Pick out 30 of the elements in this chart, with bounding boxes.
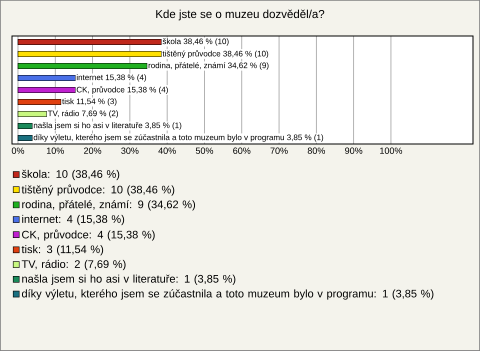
data-label: škola 38,46 % (10) <box>162 38 229 46</box>
x-tick-label: 100% <box>380 148 402 154</box>
x-tick-label: 70% <box>270 148 288 154</box>
x-tick-label: 0% <box>12 148 24 154</box>
x-tick-label: 60% <box>233 148 250 154</box>
data-label: tisk 11,54 % (3) <box>62 98 116 106</box>
x-tick-label: 10% <box>46 148 64 154</box>
legend-label: díky výletu, kterého jsem se zúčastnila a toto muzeum bylo v programu: 1 (3,85 %) <box>22 289 434 300</box>
data-label: internet 15,38 % (4) <box>76 74 146 82</box>
x-tick-label: 20% <box>84 148 102 154</box>
x-tick-label: 50% <box>196 148 214 154</box>
data-label: TV, rádio 7,69 % (2) <box>48 110 118 118</box>
legend-label: škola: 10 (38,46 %) <box>22 170 120 180</box>
data-label: díky výletu, kterého jsem se zúčastnila a toto muzeum bylo v programu 3,85 % (1) <box>34 134 324 142</box>
data-label: rodina, přátelé, známí 34,62 % (9) <box>148 62 269 70</box>
x-tick-label: 90% <box>345 148 362 154</box>
legend-label: tisk: 3 (11,54 %) <box>22 245 104 256</box>
x-tick-label: 80% <box>308 148 326 154</box>
x-tick-label: 40% <box>158 148 176 154</box>
data-label: tištěný průvodce 38,46 % (10) <box>162 50 268 58</box>
data-label: našla jsem si ho asi v literatuře 3,85 % (1) <box>34 122 182 130</box>
legend-label: rodina, přátelé, známí: 9 (34,62 %) <box>22 200 196 210</box>
legend-label: CK, průvodce: 4 (15,38 %) <box>22 230 155 241</box>
x-tick-label: 30% <box>121 148 139 154</box>
legend-label: internet: 4 (15,38 %) <box>22 214 124 226</box>
chart-title: Kde jste se o muzeu dozvěděl/a? <box>156 10 324 20</box>
legend-label: tištěný průvodce: 10 (38,46 %) <box>22 184 174 196</box>
legend-label: našla jsem si ho asi v literatuře: 1 (3,85 %) <box>22 274 236 285</box>
data-label: CK, průvodce 15,38 % (4) <box>76 86 168 94</box>
legend-label: TV, rádio: 2 (7,69 %) <box>22 260 126 270</box>
